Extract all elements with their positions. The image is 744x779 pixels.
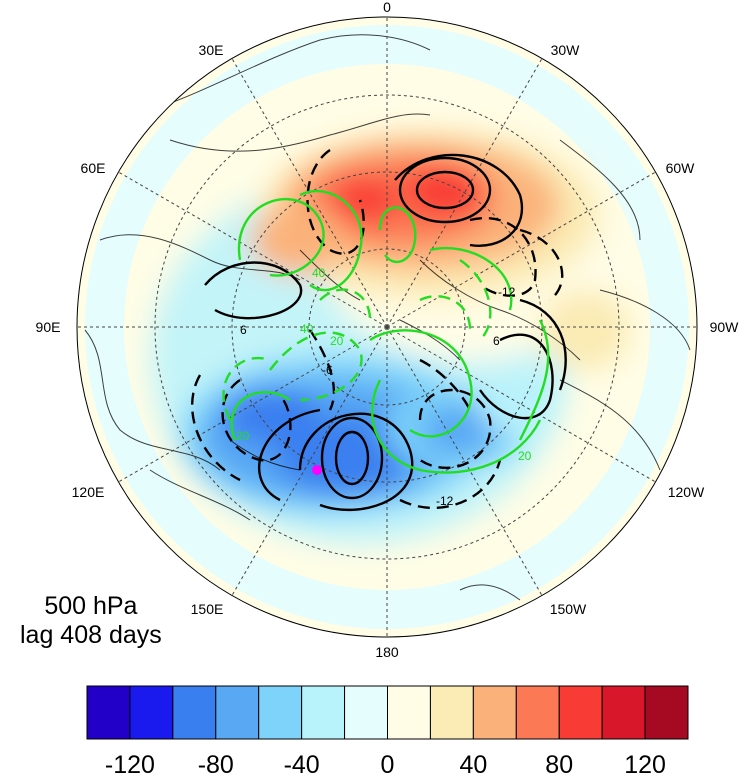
pressure-level-label: 500 hPa	[44, 592, 138, 620]
reference-point-marker	[312, 465, 322, 475]
contour-label: 6	[240, 323, 247, 337]
colorbar	[86, 685, 689, 740]
caption: 500 hPa lag 408 days	[20, 592, 162, 650]
colorbar-tick-label: 40	[459, 751, 487, 779]
colorbar-tick-label: -80	[198, 751, 234, 779]
colorbar-swatch	[172, 685, 217, 740]
colorbar-swatch	[86, 685, 131, 740]
colorbar-tick-label: 120	[624, 751, 666, 779]
colorbar-swatch	[301, 685, 346, 740]
map-disc: 6 -12 6 -12 -6 40 40 20 20 20	[77, 17, 697, 637]
contour-label: 40	[300, 322, 314, 336]
colorbar-swatch	[601, 685, 646, 740]
green-contours	[230, 189, 550, 474]
colorbar-swatch	[129, 685, 174, 740]
contour-label: 20	[236, 429, 250, 443]
colorbar-swatch	[344, 685, 389, 740]
lon-label: 60W	[666, 160, 696, 176]
longitude-labels: 0 30W 60W 90W 120W 150W 180 150E 120E 90…	[36, 0, 740, 660]
colorbar-tick-labels: -120 -80 -40 0 40 80 120	[105, 751, 666, 779]
colorbar-tick-label: 80	[545, 751, 573, 779]
colorbar-swatch	[515, 685, 560, 740]
lon-label: 0	[383, 0, 391, 15]
lag-label: lag 408 days	[20, 621, 162, 649]
lon-label: 120E	[72, 484, 105, 500]
contour-label: -6	[322, 363, 333, 377]
colorbar-swatch	[644, 685, 689, 740]
colorbar-swatch	[558, 685, 603, 740]
colorbar-tick-label: -40	[284, 751, 320, 779]
colorbar-tick-label: 0	[381, 751, 395, 779]
colorbar-swatch	[258, 685, 303, 740]
contour-label: -12	[498, 285, 516, 299]
map-border	[76, 16, 698, 638]
lon-label: 90E	[36, 319, 61, 335]
lon-label: 150W	[550, 601, 587, 617]
lon-label: 180	[375, 644, 399, 660]
colorbar-tick-label: -120	[105, 751, 155, 779]
lon-label: 60E	[81, 160, 106, 176]
contour-label: 6	[493, 334, 500, 348]
contour-label: 20	[330, 334, 344, 348]
contour-label: -12	[436, 494, 454, 508]
colorbar-swatch	[387, 685, 431, 740]
lon-label: 120W	[668, 484, 705, 500]
lon-label: 30E	[199, 42, 224, 58]
contour-label: 40	[312, 266, 326, 280]
lon-label: 150E	[191, 601, 224, 617]
colorbar-swatch	[215, 685, 260, 740]
contour-label: 20	[518, 449, 532, 463]
lon-label: 30W	[551, 42, 581, 58]
colorbar-swatch	[429, 685, 474, 740]
lon-label: 90W	[710, 319, 740, 335]
colorbar-swatch	[472, 685, 517, 740]
black-contours	[204, 153, 567, 512]
